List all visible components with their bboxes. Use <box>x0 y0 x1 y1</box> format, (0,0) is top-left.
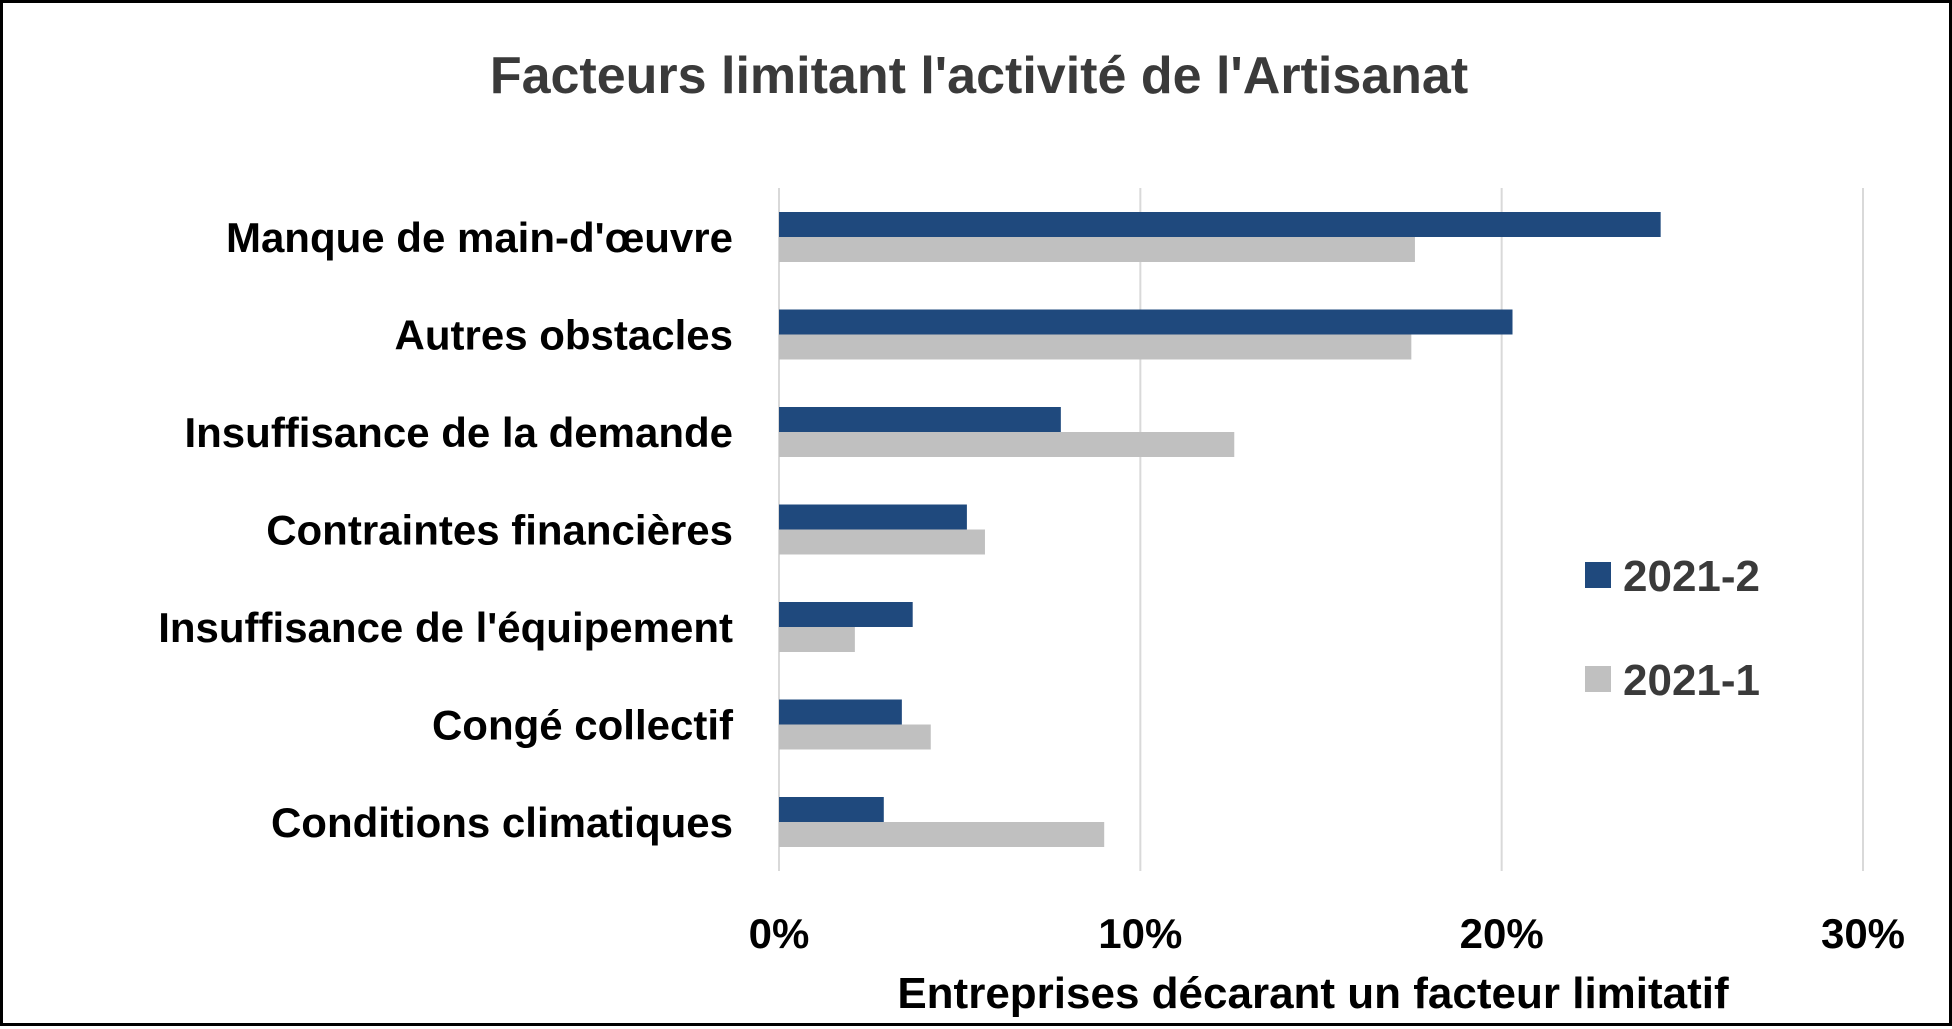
bar-2021-2-2 <box>779 407 1061 432</box>
x-tick-label-0: 0% <box>749 910 810 957</box>
bar-2021-1-0 <box>779 237 1415 262</box>
bar-2021-1-1 <box>779 334 1412 360</box>
bar-chart: Facteurs limitant l'activité de l'Artisa… <box>158 47 1905 1018</box>
legend-label-1: 2021-1 <box>1623 656 1760 705</box>
bar-2021-1-4 <box>779 627 855 652</box>
legend-label-0: 2021-2 <box>1623 552 1760 601</box>
bar-2021-2-6 <box>779 797 884 822</box>
category-label-2: Insuffisance de la demande <box>184 409 733 456</box>
category-label-0: Manque de main-d'œuvre <box>226 214 733 261</box>
category-label-1: Autres obstacles <box>395 312 733 359</box>
category-label-6: Conditions climatiques <box>271 799 733 846</box>
bar-2021-2-0 <box>779 212 1661 237</box>
bar-2021-1-5 <box>779 724 931 750</box>
bar-layer <box>779 212 1661 847</box>
category-labels: Manque de main-d'œuvre Autres obstacles In… <box>158 214 734 846</box>
bar-2021-1-2 <box>779 432 1235 457</box>
x-tick-label-2: 20% <box>1460 910 1544 957</box>
category-label-4: Insuffisance de l'équipement <box>158 604 733 651</box>
legend-swatch-0 <box>1585 562 1611 588</box>
bar-2021-1-6 <box>779 822 1105 847</box>
x-axis-title: Entreprises décarant un facteur limitati… <box>897 969 1729 1018</box>
bar-2021-2-3 <box>779 504 967 530</box>
x-tick-label-3: 30% <box>1821 910 1905 957</box>
bar-2021-2-4 <box>779 602 913 627</box>
legend: 2021-2 2021-1 <box>1585 552 1760 705</box>
bar-2021-1-3 <box>779 529 985 555</box>
bar-2021-2-5 <box>779 699 902 725</box>
x-tick-label-1: 10% <box>1098 910 1182 957</box>
category-label-5: Congé collectif <box>432 702 734 749</box>
bar-2021-2-1 <box>779 309 1513 335</box>
chart-title: Facteurs limitant l'activité de l'Artisa… <box>490 47 1468 105</box>
legend-swatch-1 <box>1585 666 1611 692</box>
category-label-3: Contraintes financières <box>266 507 733 554</box>
x-tick-labels: 0% 10% 20% 30% <box>749 910 1905 957</box>
